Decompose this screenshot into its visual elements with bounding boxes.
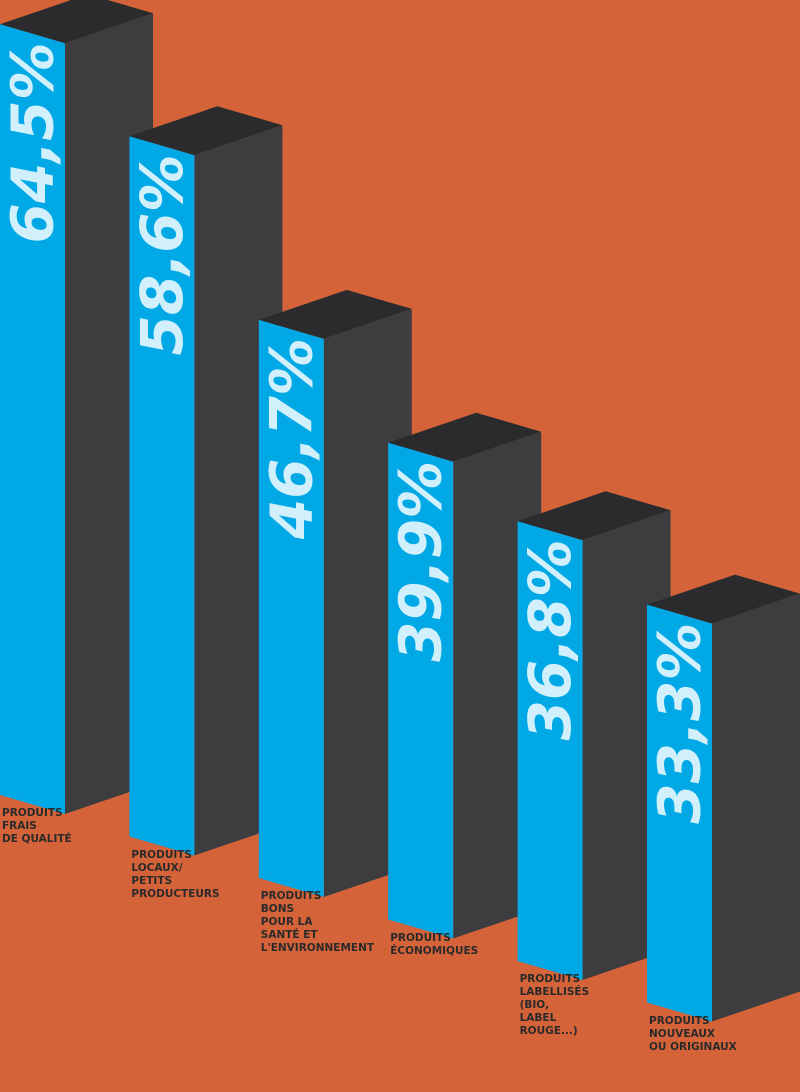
bar [129, 136, 195, 856]
category-label: PRODUITS NOUVEAUX OU ORIGINAUX [649, 1014, 737, 1053]
value-label: 46,7% [257, 338, 325, 540]
bar [517, 521, 583, 980]
category-label: PRODUITS ÉCONOMIQUES [390, 931, 479, 957]
bar [647, 604, 712, 1022]
value-label: 39,9% [387, 461, 455, 662]
bar-top [647, 574, 800, 624]
value-label: 33,3% [646, 623, 714, 824]
category-label: PRODUITS FRAIS DE QUALITÉ [2, 807, 72, 845]
bar-side [712, 593, 800, 1022]
bar-top [129, 106, 283, 156]
category-label: PRODUITS LABELLISÉS (BIO, LABEL ROUGE...… [519, 973, 590, 1037]
bar [388, 442, 454, 939]
value-label: 36,8% [516, 539, 584, 740]
bar-top [517, 491, 671, 541]
bar-top [0, 0, 153, 44]
category-label: PRODUITS LOCAUX/ PETITS PRODUCTEURS [131, 848, 220, 900]
bar [258, 319, 324, 897]
value-label: 58,6% [128, 154, 196, 355]
bar [0, 24, 65, 815]
value-label: 64,5% [0, 42, 67, 243]
bar-top [258, 289, 412, 339]
bar-top [388, 412, 542, 462]
category-label: PRODUITS BONS POUR LA SANTÉ ET L'ENVIRON… [260, 890, 375, 954]
